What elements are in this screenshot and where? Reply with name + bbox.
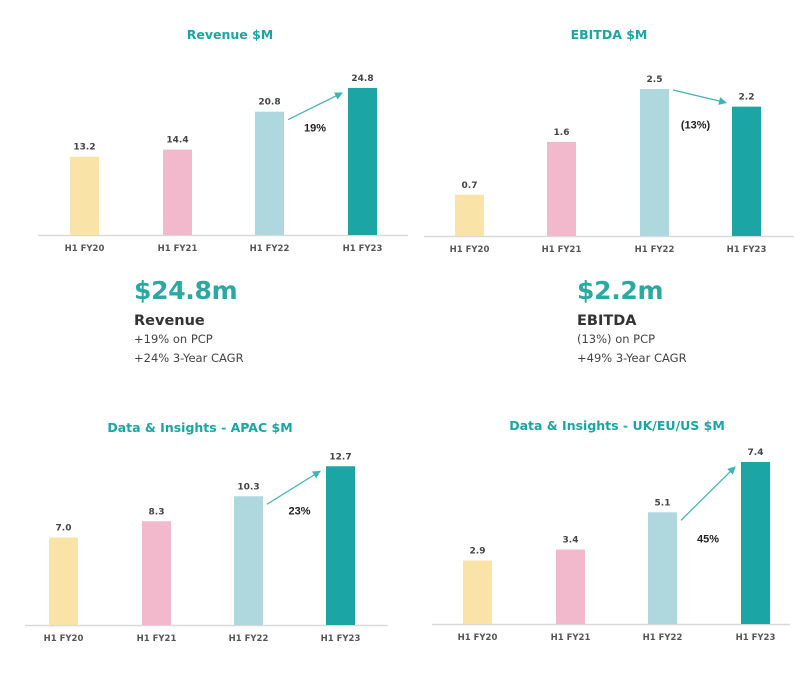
ukeuus-growth-arrow [680,466,736,521]
ebitda-bar-2 [547,141,576,236]
ukeuus-value-label-1: 2.9 [470,546,486,556]
ebitda-value-label-1: 0.7 [462,181,478,191]
apac-bar-1 [49,537,78,625]
revenue-value-label-1: 13.2 [73,143,95,153]
kpi-revenue-label: Revenue [134,313,205,329]
revenue-bar-4 [348,87,377,235]
ukeuus-bar-3 [648,512,677,624]
ukeuus-growth-label: 45% [697,533,719,545]
kpi-ebitda-pcp: (13%) on PCP [577,332,656,346]
ebitda-value-label-4: 2.2 [739,93,755,103]
revenue-bar-3 [255,111,284,235]
revenue-value-label-3: 20.8 [258,98,280,108]
ebitda-chart-title: EBITDA $M [571,27,648,42]
ukeuus-x-tick-label-2: H1 FY21 [551,633,591,643]
apac-value-label-1: 7.0 [56,524,72,534]
apac-x-tick-label-2: H1 FY21 [137,634,177,644]
revenue-x-tick-label-3: H1 FY22 [250,244,290,254]
revenue-value-label-4: 24.8 [351,74,373,84]
revenue-x-tick-label-1: H1 FY20 [65,244,105,254]
ukeuus-x-tick-label-1: H1 FY20 [458,633,498,643]
kpi-revenue-cagr: +24% 3-Year CAGR [134,351,244,365]
ukeuus-bar-2 [556,549,585,624]
ukeuus-value-label-2: 3.4 [563,536,579,546]
ebitda-value-label-3: 2.5 [647,75,663,85]
apac-x-tick-label-4: H1 FY23 [321,634,361,644]
kpi-ebitda-label: EBITDA [577,313,637,329]
ukeuus-value-label-3: 5.1 [655,498,671,508]
apac-x-tick-label-3: H1 FY22 [229,634,269,644]
apac-value-label-3: 10.3 [237,482,259,492]
revenue-x-tick-label-2: H1 FY21 [158,244,198,254]
kpi-revenue-value: $24.8m [134,276,238,305]
ebitda-x-tick-label-3: H1 FY22 [635,245,675,255]
kpi-revenue-pcp: +19% on PCP [134,332,213,346]
apac-chart-title: Data & Insights - APAC $M [107,420,292,435]
revenue-growth-arrow [287,92,343,121]
kpi-ebitda: $2.2m EBITDA (13%) on PCP +49% 3-Year CA… [577,276,687,368]
ebitda-growth-arrow [672,89,727,105]
revenue-bar-2 [163,149,192,235]
kpi-ebitda-value: $2.2m [577,276,664,305]
ebitda-bar-3 [640,89,669,236]
ukeuus-bar-1 [463,560,492,624]
ebitda-x-tick-label-1: H1 FY20 [450,245,490,255]
ebitda-bar-1 [455,194,484,236]
revenue-growth-label: 19% [304,123,326,135]
revenue-chart-title: Revenue $M [187,27,274,42]
ebitda-bar-4 [732,106,761,236]
ukeuus-value-label-4: 7.4 [748,448,764,458]
revenue-bar-1 [70,156,99,235]
ebitda-growth-label: (13%) [681,120,711,132]
apac-bar-3 [234,496,263,625]
ebitda-value-label-2: 1.6 [554,128,570,138]
revenue-x-tick-label-4: H1 FY23 [343,244,383,254]
kpi-revenue: $24.8m Revenue +19% on PCP +24% 3-Year C… [134,276,244,368]
ebitda-x-tick-label-4: H1 FY23 [727,245,767,255]
ukeuus-x-tick-label-4: H1 FY23 [736,633,776,643]
apac-x-tick-label-1: H1 FY20 [44,634,84,644]
revenue-value-label-2: 14.4 [166,136,188,146]
ukeuus-x-tick-label-3: H1 FY22 [643,633,683,643]
apac-value-label-2: 8.3 [149,507,165,517]
apac-bar-2 [142,521,171,625]
apac-growth-label: 23% [288,505,310,517]
ebitda-x-tick-label-2: H1 FY21 [542,245,582,255]
apac-bar-4 [326,466,355,625]
apac-growth-arrow [266,470,321,505]
kpi-ebitda-cagr: +49% 3-Year CAGR [577,351,687,365]
ukeuus-chart-title: Data & Insights - UK/EU/US $M [509,418,725,433]
ukeuus-bar-4 [741,461,770,624]
apac-value-label-4: 12.7 [329,452,351,462]
